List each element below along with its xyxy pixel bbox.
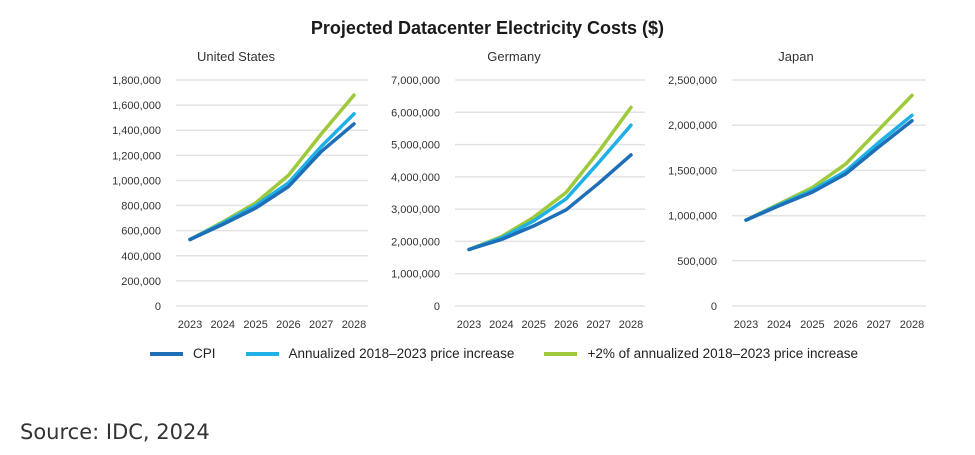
legend-swatch-cpi	[150, 351, 183, 356]
y-tick-label: 4,000,000	[391, 172, 440, 184]
series-line-2-of-annualized-2018-2023-price-increase	[744, 93, 914, 222]
y-tick-label: 6,000,000	[391, 107, 440, 119]
legend-label-plus-2-percent: +2% of annualized 2018–2023 price increa…	[587, 346, 859, 361]
y-tick-label: 3,000,000	[391, 204, 440, 216]
x-tick-label: 2028	[342, 319, 366, 331]
x-tick-label: 2026	[554, 319, 578, 331]
x-tick-label: 2023	[734, 319, 758, 331]
x-tick-label: 2024	[489, 319, 513, 331]
legend-item-plus-2-percent[interactable]: +2% of annualized 2018–2023 price increa…	[544, 346, 858, 361]
source-note: Source: IDC, 2024	[20, 420, 210, 444]
x-tick-label: 2028	[619, 319, 643, 331]
legend-label-annualized: Annualized 2018–2023 price increase	[288, 346, 515, 361]
legend-item-cpi[interactable]: CPI	[150, 346, 216, 361]
series-line-cpi	[188, 122, 356, 242]
x-tick-label: 2024	[211, 319, 235, 331]
y-tick-label: 800,000	[121, 201, 161, 213]
x-tick-label: 2027	[867, 319, 891, 331]
y-tick-label: 400,000	[121, 251, 161, 263]
y-tick-label: 1,800,000	[112, 75, 161, 87]
y-tick-label: 0	[434, 301, 440, 313]
y-tick-label: 1,200,000	[112, 150, 161, 162]
x-tick-label: 2025	[800, 319, 824, 331]
legend-swatch-plus-2-percent	[544, 351, 578, 356]
y-tick-label: 1,000,000	[668, 211, 717, 223]
legend-label-cpi: CPI	[193, 346, 216, 361]
series-line-annualized-2018-2023-price-increase	[744, 113, 914, 222]
panel-germany: Germany 0 1,000,000 2,000,000 3,000,000 4,000…	[391, 49, 645, 331]
charts-svg: United States 0 200,000 400,000 600,000 800,0…	[112, 49, 926, 331]
series-line-cpi	[744, 118, 914, 222]
y-tick-label: 500,000	[677, 256, 717, 268]
series-line-2-of-annualized-2018-2023-price-increase	[188, 93, 356, 242]
panel-japan: Japan 0 500,000 1,000,000 1,500,000 2,000,000…	[668, 49, 926, 331]
panel-subtitle-germany: Germany	[487, 49, 541, 64]
panel-subtitle-japan: Japan	[778, 49, 813, 64]
y-tick-label: 1,400,000	[112, 125, 161, 137]
y-tick-label: 2,000,000	[391, 236, 440, 248]
panel-subtitle-united-states: United States	[197, 49, 276, 64]
y-tick-label: 600,000	[121, 226, 161, 238]
y-tick-label: 200,000	[121, 276, 161, 288]
x-tick-label: 2026	[276, 319, 300, 331]
series-line-cpi	[467, 153, 633, 252]
x-tick-label: 2026	[833, 319, 857, 331]
x-tick-label: 2025	[243, 319, 267, 331]
y-tick-label: 2,000,000	[668, 120, 717, 132]
y-tick-label: 5,000,000	[391, 140, 440, 152]
y-tick-label: 2,500,000	[668, 75, 717, 87]
y-tick-label: 0	[711, 301, 717, 313]
legend: CPI Annualized 2018–2023 price increase …	[150, 346, 888, 361]
panel-united-states: United States 0 200,000 400,000 600,000 800,0…	[112, 49, 368, 331]
y-tick-label: 7,000,000	[391, 75, 440, 87]
x-tick-label: 2023	[178, 319, 202, 331]
legend-item-annualized[interactable]: Annualized 2018–2023 price increase	[245, 346, 515, 361]
x-tick-label: 2027	[309, 319, 333, 331]
x-tick-label: 2028	[900, 319, 924, 331]
x-tick-label: 2027	[586, 319, 610, 331]
series-line-annualized-2018-2023-price-increase	[188, 112, 356, 242]
y-tick-label: 0	[155, 301, 161, 313]
y-tick-label: 1,000,000	[391, 269, 440, 281]
x-tick-label: 2025	[522, 319, 546, 331]
x-tick-label: 2024	[767, 319, 791, 331]
y-tick-label: 1,000,000	[112, 175, 161, 187]
y-tick-label: 1,500,000	[668, 165, 717, 177]
legend-swatch-annualized	[245, 351, 279, 356]
y-tick-label: 1,600,000	[112, 100, 161, 112]
chart-title: Projected Datacenter Electricity Costs (…	[310, 18, 665, 38]
x-tick-label: 2023	[457, 319, 481, 331]
